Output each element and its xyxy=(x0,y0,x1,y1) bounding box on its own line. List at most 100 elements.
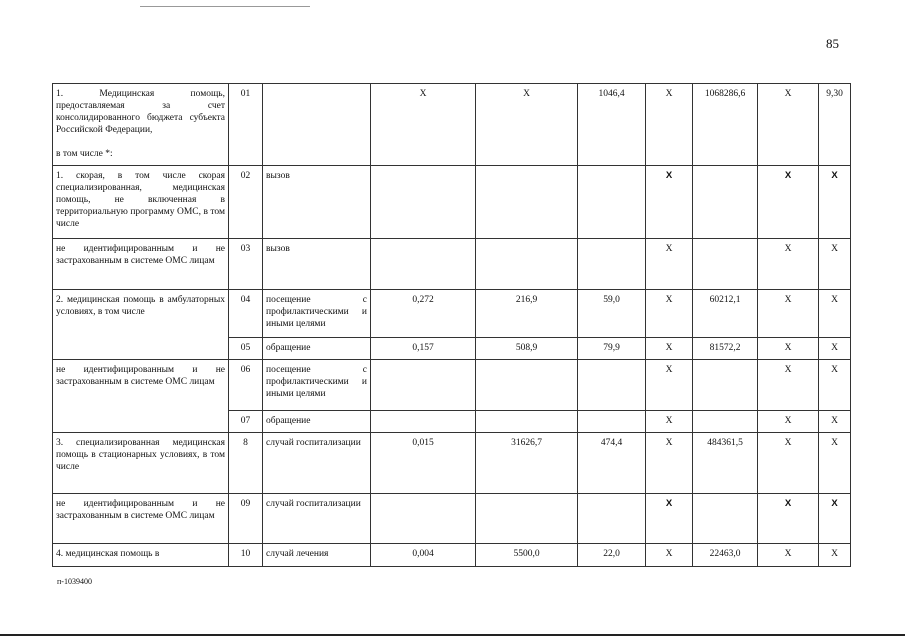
cell-c7: X xyxy=(645,289,693,338)
cell-c6 xyxy=(577,493,646,544)
c6-text: 474,4 xyxy=(600,438,623,448)
cell-c4: 0,272 xyxy=(370,289,476,338)
cell-c8: 484361,5 xyxy=(692,432,758,494)
c6-text: 22,0 xyxy=(603,549,620,559)
cell-c10: X xyxy=(818,359,851,411)
c9-text: X xyxy=(784,244,792,254)
name-text: не идентифицированным и не застрахованны… xyxy=(56,499,225,521)
cell-name: не идентифицированным и не застрахованны… xyxy=(52,493,229,544)
c9-text: X xyxy=(784,416,792,426)
table-row: не идентифицированным и не застрахованны… xyxy=(52,238,851,290)
cell-c10: X xyxy=(818,165,851,239)
name-text: 1. скорая, в том числе скорая специализи… xyxy=(56,171,225,229)
cell-c7: X xyxy=(645,543,693,567)
cell-c9: X xyxy=(757,410,819,433)
cell-code: 04 xyxy=(228,289,263,338)
unit-text: случай госпитализации xyxy=(266,438,361,448)
name-text: 1. Медицинская помощь, предоставляемая з… xyxy=(56,89,225,135)
unit-text: посещение с профилактическими и иными це… xyxy=(266,295,367,329)
c7-text: X xyxy=(665,89,673,99)
c10-text: X xyxy=(831,244,838,254)
c7-text: X xyxy=(665,343,673,353)
page-number: 85 xyxy=(826,36,839,51)
c8-text: 1068286,6 xyxy=(704,89,746,99)
cell-c6 xyxy=(577,359,646,411)
c5-text: 508,9 xyxy=(515,343,538,353)
cell-c8 xyxy=(692,238,758,290)
cell-c5: 5500,0 xyxy=(475,543,578,567)
code-text: 03 xyxy=(240,244,251,254)
c8-text: 81572,2 xyxy=(709,343,741,353)
cell-c6: 1046,4 xyxy=(577,83,646,166)
c7-text: X xyxy=(665,549,673,559)
cell-code: 07 xyxy=(228,410,263,433)
unit-text: случай госпитализации xyxy=(266,499,361,509)
code-text: 04 xyxy=(240,295,251,305)
cell-c5 xyxy=(475,410,578,433)
cell-c5 xyxy=(475,493,578,544)
cell-c9: X xyxy=(757,238,819,290)
cell-name: 1. скорая, в том числе скорая специализи… xyxy=(52,165,229,239)
c10-text: X xyxy=(831,295,838,305)
cell-name: не идентифицированным и не застрахованны… xyxy=(52,359,229,433)
code-text: 02 xyxy=(240,171,251,181)
table-row: не идентифицированным и не застрахованны… xyxy=(52,359,851,433)
cell-c7: X xyxy=(645,410,693,433)
cell-code: 05 xyxy=(228,337,263,360)
cell-name: 4. медицинская помощь в xyxy=(52,543,229,567)
cell-unit: вызов xyxy=(262,165,371,239)
cell-code: 03 xyxy=(228,238,263,290)
c10-text: X xyxy=(831,438,838,448)
cell-code: 06 xyxy=(228,359,263,411)
c6-text: 79,9 xyxy=(603,343,620,353)
cell-name: не идентифицированным и не застрахованны… xyxy=(52,238,229,290)
c8-text: 484361,5 xyxy=(707,438,743,448)
unit-text: случай лечения xyxy=(266,549,329,559)
cell-c5 xyxy=(475,359,578,411)
cell-c7: X xyxy=(645,165,693,239)
cell-c5: 508,9 xyxy=(475,337,578,360)
cell-c10: X xyxy=(818,543,851,567)
cell-c4 xyxy=(370,165,476,239)
cell-c4: 0,015 xyxy=(370,432,476,494)
cell-c9: X xyxy=(757,289,819,338)
cell-c5: X xyxy=(475,83,578,166)
c7-text: X xyxy=(665,244,673,254)
table-row: 2. медицинская помощь в амбулаторных усл… xyxy=(52,289,851,360)
c8-text: 22463,0 xyxy=(709,549,741,559)
c10-text: X xyxy=(831,498,838,509)
table-row: 3. специализированная медицинская помощь… xyxy=(52,432,851,494)
c5-text: X xyxy=(523,89,530,99)
c10-text: X xyxy=(831,365,838,375)
table-row: 05 обращение 0,157 508,9 79,9 X 81572,2 X X xyxy=(53,337,851,360)
cell-unit: обращение xyxy=(262,337,371,360)
table-row: не идентифицированным и не застрахованны… xyxy=(52,493,851,544)
c9-text: X xyxy=(784,498,792,509)
cell-c10: 9,30 xyxy=(818,83,851,166)
c9-text: X xyxy=(784,549,792,559)
cell-unit: посещение с профилактическими и иными це… xyxy=(262,359,371,411)
cell-c9: X xyxy=(757,165,819,239)
code-text: 01 xyxy=(240,89,251,99)
name-text: 2. медицинская помощь в амбулаторных усл… xyxy=(56,295,225,317)
scan-artifact-line xyxy=(140,6,310,7)
cell-c9: X xyxy=(757,337,819,360)
cell-name: 2. медицинская помощь в амбулаторных усл… xyxy=(52,289,229,360)
bottom-rule xyxy=(0,634,905,636)
c4-text: X xyxy=(419,89,427,99)
c10-text: X xyxy=(831,416,838,426)
name-text: 4. медицинская помощь в xyxy=(56,549,160,559)
cell-c4 xyxy=(370,359,476,411)
c4-text: 0,004 xyxy=(412,549,434,559)
c10-text: X xyxy=(831,170,838,181)
c8-text: 60212,1 xyxy=(709,295,741,305)
cell-c8: 60212,1 xyxy=(692,289,758,338)
cell-c8: 1068286,6 xyxy=(692,83,758,166)
c6-text: 1046,4 xyxy=(598,89,625,99)
data-table: 1. Медицинская помощь, предоставляемая з… xyxy=(52,83,851,567)
cell-unit: случай госпитализации xyxy=(262,432,371,494)
cell-c10: X xyxy=(818,432,851,494)
cell-c6: 474,4 xyxy=(577,432,646,494)
cell-c7: X xyxy=(645,432,693,494)
cell-c6: 22,0 xyxy=(577,543,646,567)
